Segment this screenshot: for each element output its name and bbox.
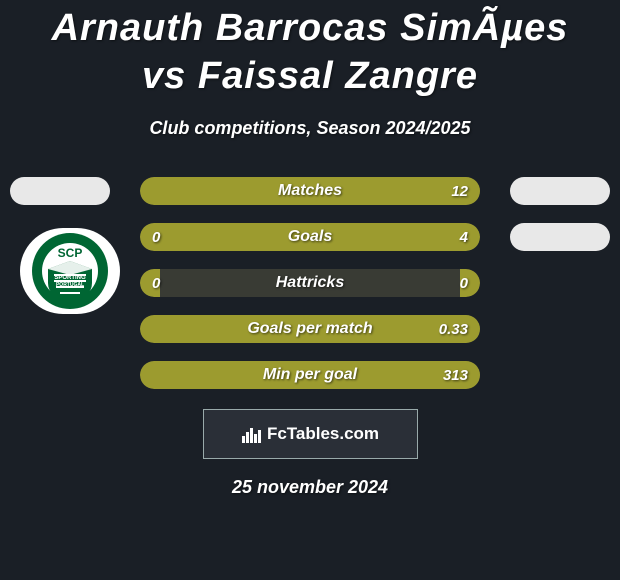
stat-bar-track: Min per goal 313 [140, 361, 480, 389]
bars-icon [241, 424, 261, 444]
club-badge: SCP SPORTING PORTUGAL [20, 228, 120, 314]
stat-row: Goals per match 0.33 [0, 315, 620, 343]
stat-bar-track: Goals per match 0.33 [140, 315, 480, 343]
player-right-oval [510, 223, 610, 251]
stat-label: Min per goal [140, 361, 480, 389]
stat-bar-track: 0 Hattricks 0 [140, 269, 480, 297]
page-title: Arnauth Barrocas SimÃµes vs Faissal Zang… [0, 0, 620, 100]
stat-bar-track: 0 Goals 4 [140, 223, 480, 251]
sporting-logo-icon: SCP SPORTING PORTUGAL [30, 231, 110, 311]
brand-box[interactable]: FcTables.com [203, 409, 418, 459]
stat-row: Min per goal 313 [0, 361, 620, 389]
brand-text: FcTables.com [267, 424, 379, 444]
comparison-card: Arnauth Barrocas SimÃµes vs Faissal Zang… [0, 0, 620, 580]
subtitle: Club competitions, Season 2024/2025 [0, 118, 620, 139]
stat-label: Matches [140, 177, 480, 205]
stat-value-right: 12 [439, 177, 480, 205]
stat-label: Goals [140, 223, 480, 251]
badge-text-mid: SPORTING [54, 275, 86, 281]
stat-value-right: 4 [448, 223, 480, 251]
badge-text-top: SCP [58, 246, 83, 260]
stat-bar-track: Matches 12 [140, 177, 480, 205]
player-right-oval [510, 177, 610, 205]
player-left-oval [10, 177, 110, 205]
stat-value-right: 313 [431, 361, 480, 389]
stat-row: Matches 12 [0, 177, 620, 205]
badge-text-bot: PORTUGAL [56, 282, 84, 288]
stat-value-right: 0.33 [427, 315, 480, 343]
stat-value-right: 0 [448, 269, 480, 297]
stat-label: Hattricks [140, 269, 480, 297]
date-line: 25 november 2024 [0, 477, 620, 498]
